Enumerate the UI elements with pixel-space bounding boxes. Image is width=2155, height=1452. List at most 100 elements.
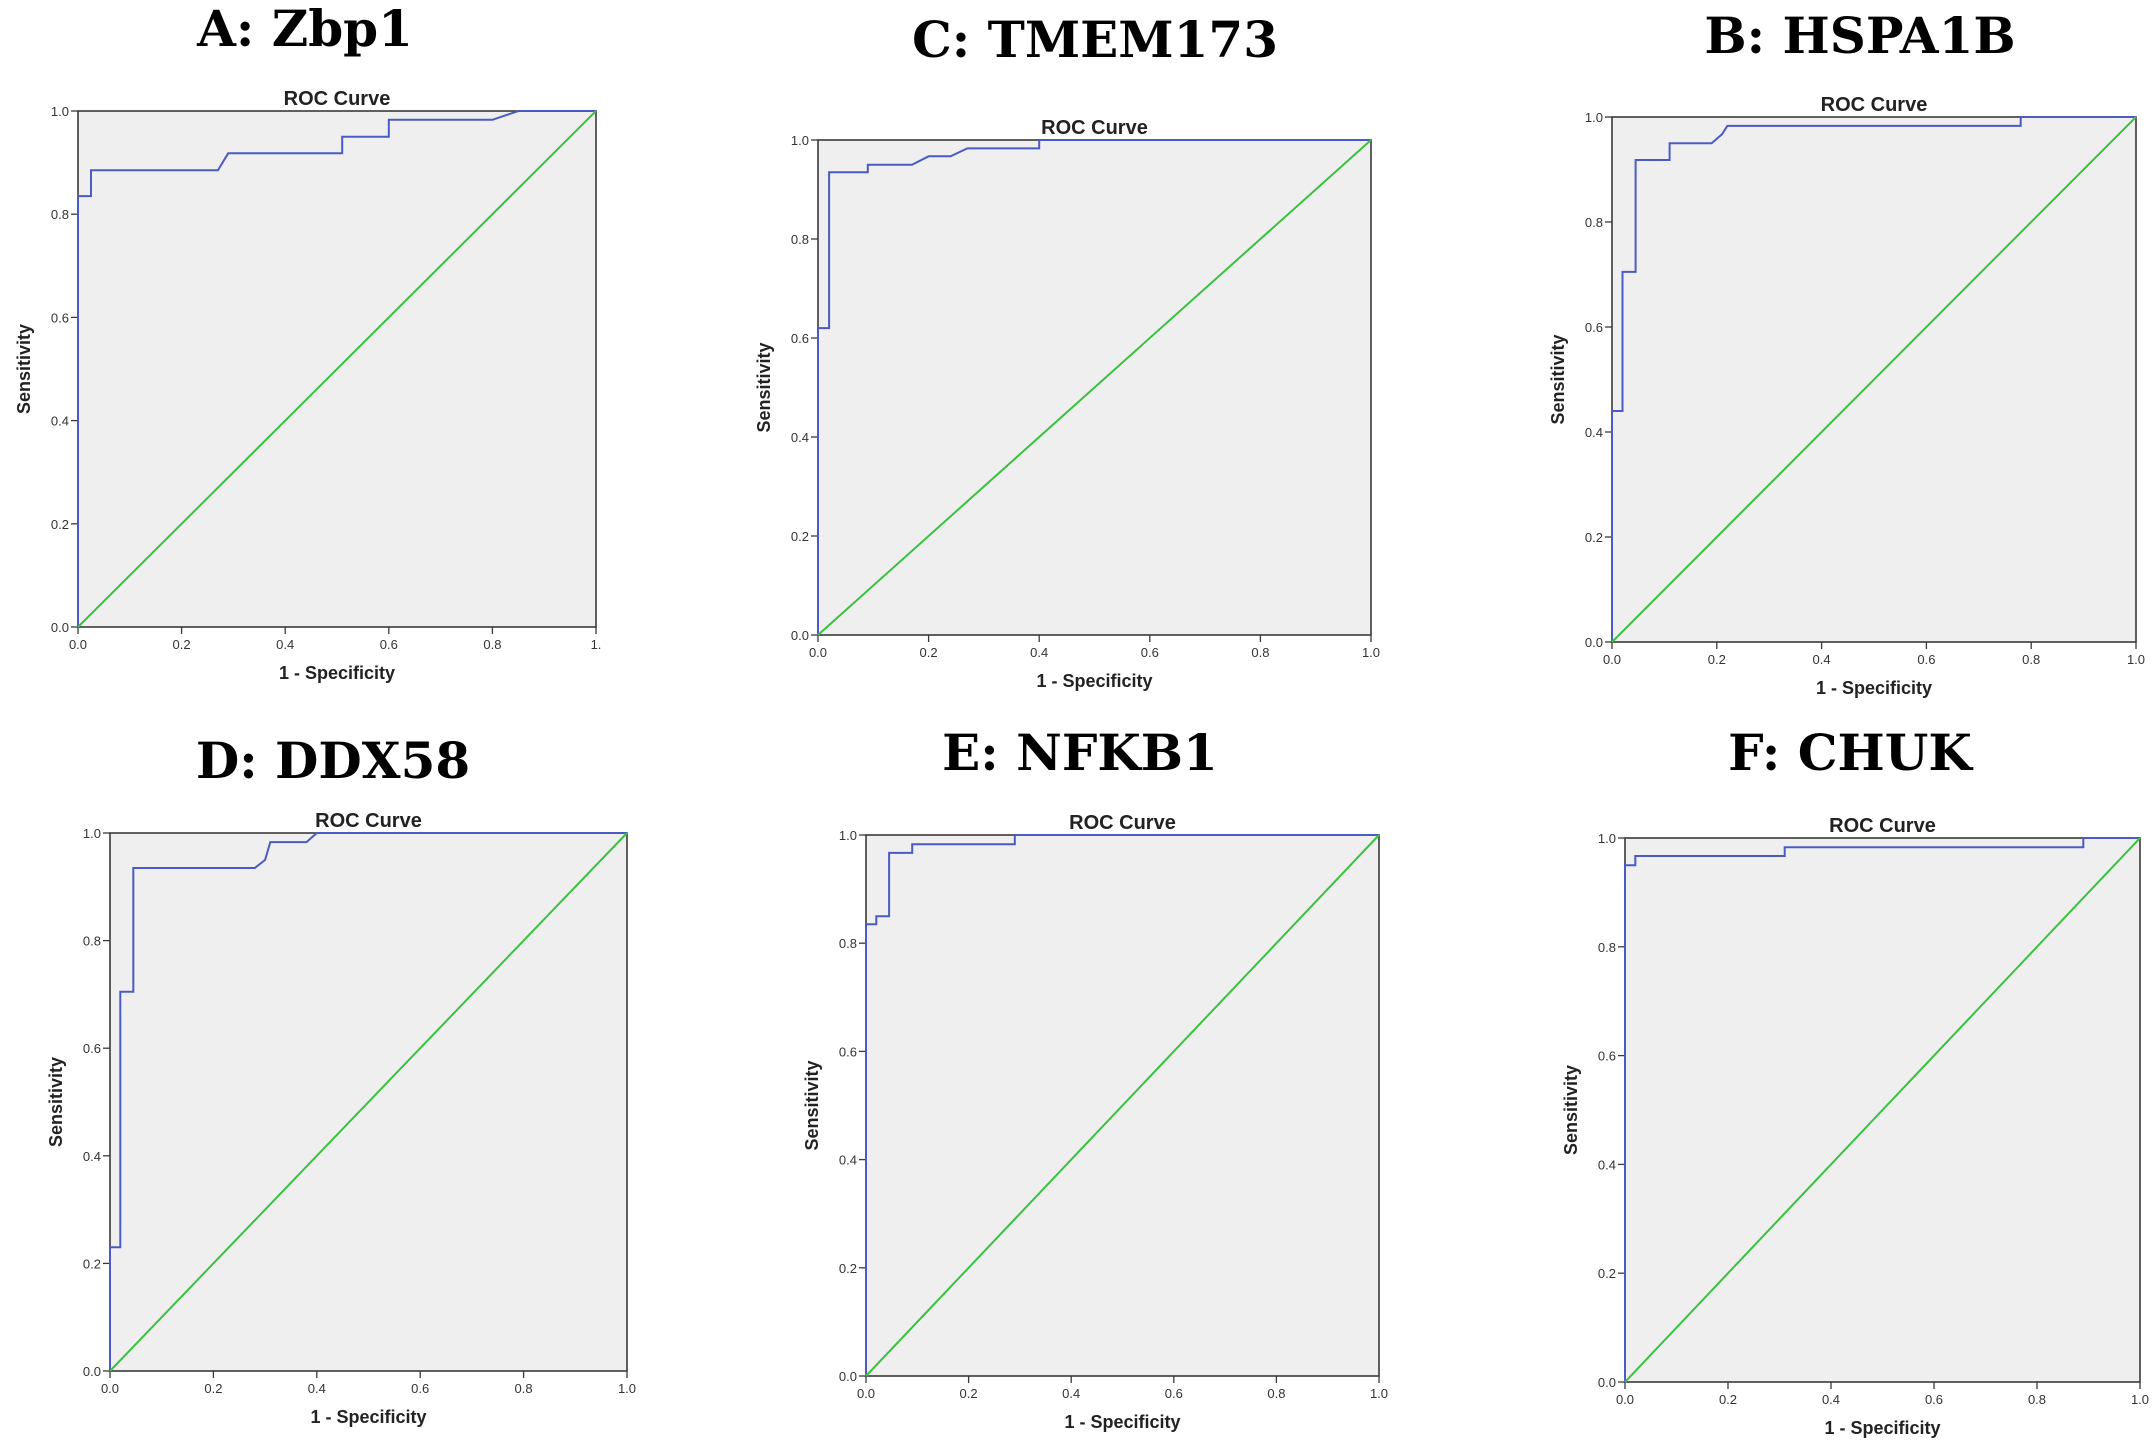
- x-tick-label-e: 0.4: [1062, 1386, 1080, 1401]
- x-tick-label-a: 1.: [591, 637, 602, 652]
- roc-curve-d: [109, 832, 627, 1371]
- x-tick-label-a: 0.6: [380, 637, 398, 652]
- panel-c: C: TMEM173 ROC Curve 0.0 0.2 0.4 0.6 0.8 1.0 0.0…: [754, 10, 1380, 691]
- x-tick-label-c: 0.6: [1141, 645, 1159, 660]
- x-tick-label-c: 0.2: [920, 645, 938, 660]
- y-tick-label-f: 0.2: [1598, 1266, 1616, 1281]
- panel-title-a: A: Zbp1: [196, 0, 413, 58]
- x-tick-label-c: 0.0: [809, 645, 827, 660]
- x-tick-label-b: 0.8: [2022, 652, 2040, 667]
- y-tick-label-f: 0.6: [1598, 1049, 1616, 1064]
- x-tick-label-f: 0.0: [1616, 1392, 1634, 1407]
- y-axis-label-c: Sensitivity: [754, 342, 774, 432]
- y-tick-label-d: 0.2: [83, 1256, 101, 1271]
- x-tick-label-e: 0.2: [960, 1386, 978, 1401]
- x-tick-label-c: 0.8: [1251, 645, 1269, 660]
- x-tick-label-b: 1.0: [2127, 652, 2145, 667]
- chart-title-c: ROC Curve: [1041, 117, 1148, 139]
- y-axis-label-f: Sensitivity: [1561, 1065, 1581, 1155]
- y-tick-label-a: 0.0: [51, 620, 69, 635]
- panel-title-f: F: CHUK: [1728, 723, 1973, 782]
- x-tick-label-d: 0.2: [204, 1381, 222, 1396]
- x-tick-label-f: 0.6: [1925, 1392, 1943, 1407]
- x-axis-label-c: 1 - Specificity: [1036, 671, 1152, 691]
- reference-line-c: [817, 139, 1372, 636]
- y-tick-label-b: 1.0: [1585, 110, 1603, 125]
- y-tick-label-d: 0.8: [83, 934, 101, 949]
- chart-title-f: ROC Curve: [1829, 815, 1936, 837]
- x-axis-label-a: 1 - Specificity: [279, 663, 395, 683]
- y-tick-label-c: 0.6: [791, 331, 809, 346]
- roc-curve-e: [865, 834, 1379, 1376]
- panel-d: D: DDX58 ROC Curve 0.0 0.2 0.4 0.6 0.8 1.0 0.0 0.…: [46, 731, 636, 1427]
- x-tick-label-b: 0.2: [1708, 652, 1726, 667]
- roc-curve-a: [77, 110, 596, 627]
- x-tick-label-a: 0.2: [173, 637, 191, 652]
- chart-title-b: ROC Curve: [1821, 94, 1928, 116]
- y-tick-label-c: 0.8: [791, 232, 809, 247]
- reference-line-f: [1624, 837, 2141, 1383]
- roc-curve-b: [1611, 116, 2136, 642]
- y-tick-label-c: 0.0: [791, 628, 809, 643]
- x-tick-label-a: 0.4: [276, 637, 294, 652]
- panel-title-d: D: DDX58: [196, 731, 470, 790]
- x-tick-label-c: 0.4: [1030, 645, 1048, 660]
- reference-line-b: [1611, 116, 2137, 643]
- y-tick-label-c: 0.4: [791, 430, 809, 445]
- y-tick-label-b: 0.0: [1585, 635, 1603, 650]
- x-axis-label-e: 1 - Specificity: [1064, 1412, 1180, 1432]
- panel-a: A: Zbp1 ROC Curve 0.0 0.2 0.4 0.6 0.8 1. 0.0 0.2 0…: [14, 0, 601, 683]
- chart-title-a: ROC Curve: [284, 88, 391, 110]
- y-tick-label-c: 1.0: [791, 133, 809, 148]
- chart-title-e: ROC Curve: [1069, 812, 1176, 834]
- y-tick-label-e: 0.2: [839, 1261, 857, 1276]
- chart-title-d: ROC Curve: [315, 810, 422, 832]
- x-tick-label-b: 0.6: [1917, 652, 1935, 667]
- y-tick-label-f: 1.0: [1598, 831, 1616, 846]
- y-tick-label-a: 0.6: [51, 310, 69, 325]
- x-tick-label-e: 0.6: [1165, 1386, 1183, 1401]
- x-tick-label-f: 0.2: [1719, 1392, 1737, 1407]
- y-tick-label-d: 0.4: [83, 1149, 101, 1164]
- x-tick-label-d: 0.4: [308, 1381, 326, 1396]
- y-tick-label-f: 0.4: [1598, 1157, 1616, 1172]
- x-tick-label-b: 0.4: [1813, 652, 1831, 667]
- y-tick-label-b: 0.4: [1585, 425, 1603, 440]
- reference-line-a: [77, 110, 597, 628]
- y-tick-label-d: 1.0: [83, 826, 101, 841]
- roc-curve-f: [1624, 837, 2140, 1382]
- y-axis-label-a: Sensitivity: [14, 324, 34, 414]
- panel-f: F: CHUK ROC Curve 0.0 0.2 0.4 0.6 0.8 1.0 0.0 0.2…: [1561, 723, 2149, 1438]
- roc-curve-c: [817, 139, 1371, 635]
- panel-title-e: E: NFKB1: [942, 723, 1218, 782]
- y-tick-label-e: 0.6: [839, 1044, 857, 1059]
- x-tick-label-e: 1.0: [1370, 1386, 1388, 1401]
- x-tick-label-f: 1.0: [2131, 1392, 2149, 1407]
- x-axis-label-d: 1 - Specificity: [310, 1407, 426, 1427]
- x-axis-label-b: 1 - Specificity: [1816, 678, 1932, 698]
- y-tick-label-e: 1.0: [839, 828, 857, 843]
- x-tick-label-d: 0.0: [101, 1381, 119, 1396]
- y-tick-label-a: 0.4: [51, 414, 69, 429]
- y-tick-label-b: 0.6: [1585, 320, 1603, 335]
- x-tick-label-f: 0.4: [1822, 1392, 1840, 1407]
- x-tick-label-f: 0.8: [2028, 1392, 2046, 1407]
- y-tick-label-a: 0.8: [51, 207, 69, 222]
- y-axis-label-d: Sensitivity: [46, 1057, 66, 1147]
- y-tick-label-f: 0.0: [1598, 1375, 1616, 1390]
- reference-line-e: [865, 834, 1380, 1377]
- y-axis-label-b: Sensitivity: [1548, 334, 1568, 424]
- y-tick-label-b: 0.8: [1585, 215, 1603, 230]
- y-tick-label-e: 0.4: [839, 1153, 857, 1168]
- panel-title-c: C: TMEM173: [912, 10, 1278, 69]
- y-tick-label-b: 0.2: [1585, 530, 1603, 545]
- x-tick-label-d: 1.0: [618, 1381, 636, 1396]
- reference-line-d: [109, 832, 628, 1372]
- y-axis-label-e: Sensitivity: [802, 1060, 822, 1150]
- y-tick-label-e: 0.0: [839, 1369, 857, 1384]
- x-tick-label-b: 0.0: [1603, 652, 1621, 667]
- x-tick-label-a: 0.8: [483, 637, 501, 652]
- panel-title-b: B: HSPA1B: [1704, 6, 2015, 65]
- panel-b: B: HSPA1B ROC Curve 0.0 0.2 0.4 0.6 0.8 1.0 0.0 0…: [1548, 6, 2145, 698]
